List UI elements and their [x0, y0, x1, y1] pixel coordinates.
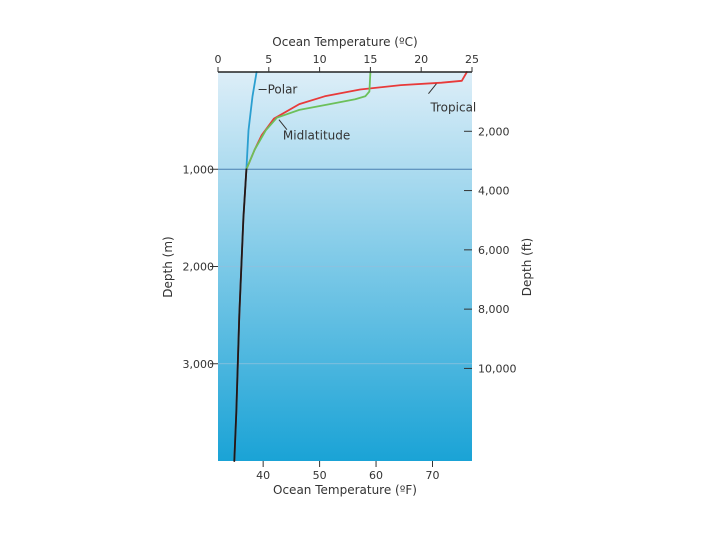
top-axis-title: Ocean Temperature (ºC) — [272, 35, 417, 49]
right-tick-label-3: 8,000 — [478, 303, 510, 316]
left-tick-label-0: 1,000 — [183, 163, 215, 176]
series-line-polar — [245, 71, 258, 171]
top-tick-label-0: 0 — [215, 53, 222, 66]
bottom-tick-label-2: 60 — [369, 469, 383, 482]
top-tick-label-3: 15 — [363, 53, 377, 66]
top-tick-label-2: 10 — [313, 53, 327, 66]
series-label-polar: Polar — [268, 83, 298, 97]
right-tick-label-4: 10,000 — [478, 362, 517, 375]
series-line-midlatitude — [245, 71, 372, 171]
right-axis-title: Depth (ft) — [520, 238, 534, 296]
top-tick-label-4: 20 — [414, 53, 428, 66]
left-tick-label-2: 3,000 — [183, 358, 215, 371]
right-tick-label-2: 6,000 — [478, 244, 510, 257]
bottom-axis-title: Ocean Temperature (ºF) — [273, 483, 417, 497]
bottom-tick-label-3: 70 — [425, 469, 439, 482]
tropical-label-leader — [428, 83, 437, 94]
series-label-midlatitude: Midlatitude — [283, 129, 350, 143]
bottom-tick-label-1: 50 — [313, 469, 327, 482]
left-axis-title: Depth (m) — [161, 236, 175, 297]
left-tick-label-1: 2,000 — [183, 261, 215, 274]
series-label-tropical: Tropical — [429, 101, 476, 115]
right-tick-label-1: 4,000 — [478, 185, 510, 198]
bottom-tick-label-0: 40 — [256, 469, 270, 482]
top-tick-label-5: 25 — [465, 53, 479, 66]
series-line-deep-water — [233, 168, 248, 462]
midlatitude-label-leader — [278, 119, 288, 131]
right-tick-label-0: 2,000 — [478, 125, 510, 138]
top-tick-label-1: 5 — [265, 53, 272, 66]
